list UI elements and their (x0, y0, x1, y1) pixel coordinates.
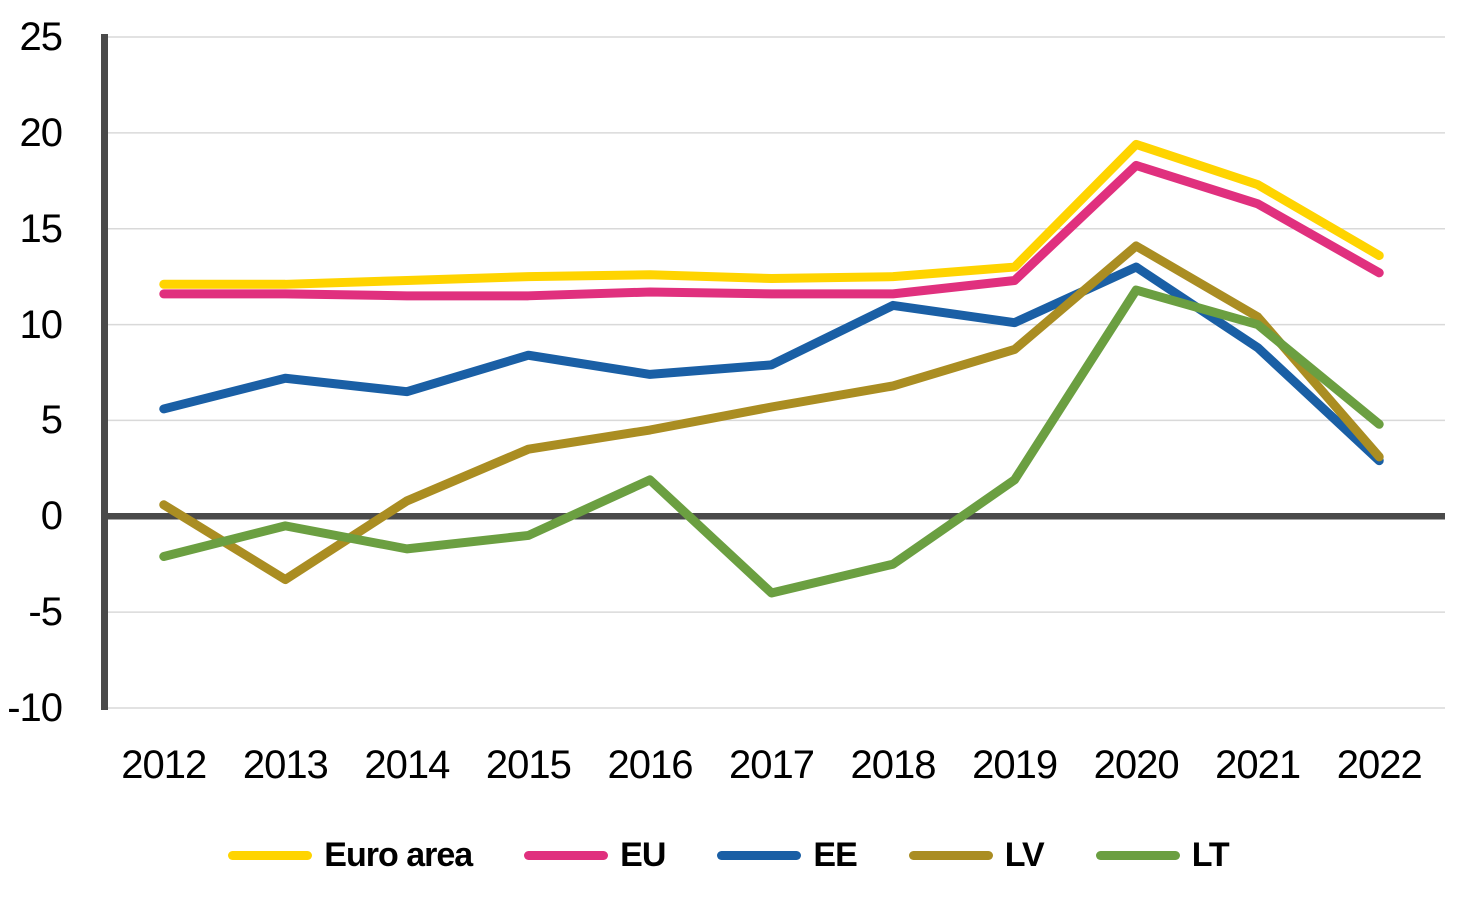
x-tick-label: 2017 (729, 743, 815, 787)
y-tick-label: 5 (40, 398, 63, 443)
series-line-lv (159, 241, 1384, 585)
legend-item-ee: EE (717, 835, 858, 875)
y-tick-label: 10 (19, 302, 64, 347)
legend-swatch (717, 850, 802, 860)
x-tick-label: 2018 (850, 743, 937, 787)
legend-item-euro-area: Euro area (228, 835, 473, 875)
x-tick-label: 2014 (364, 743, 450, 787)
legend-swatch (228, 850, 313, 860)
legend-item-lt: LT (1095, 835, 1230, 875)
legend-swatch (908, 850, 993, 860)
legend-label: LV (1004, 835, 1045, 874)
legend-label: LT (1191, 835, 1230, 874)
x-tick-label: 2021 (1215, 743, 1301, 787)
legend-label: EE (813, 835, 857, 874)
y-tick-label: -10 (7, 686, 63, 730)
y-tick-label: 15 (19, 206, 64, 251)
legend-label: EU (620, 835, 666, 874)
x-tick-label: 2020 (1093, 743, 1180, 787)
x-tick-label: 2013 (242, 743, 329, 787)
x-tick-label: 2022 (1336, 743, 1423, 787)
y-tick-label: 25 (19, 15, 64, 59)
chart-legend: Euro area EU EE LV LT (0, 820, 1457, 890)
legend-swatch (1095, 850, 1180, 860)
x-tick-label: 2019 (972, 743, 1058, 787)
legend-item-eu: EU (524, 835, 666, 875)
x-tick-label: 2016 (607, 743, 693, 787)
y-tick-label: 20 (19, 110, 64, 155)
plot-area (101, 34, 1445, 710)
legend-swatch (524, 850, 609, 860)
legend-item-lv: LV (908, 835, 1045, 875)
series-line-euro-area (159, 139, 1384, 289)
x-tick-label: 2012 (121, 743, 207, 787)
series-line-eu (159, 160, 1384, 301)
legend-label: Euro area (324, 835, 473, 874)
y-tick-label: 0 (40, 494, 63, 539)
y-tick-label: -5 (28, 590, 63, 635)
series-line-ee (159, 262, 1384, 466)
series-line-lt (159, 285, 1384, 598)
x-tick-label: 2015 (485, 743, 572, 787)
